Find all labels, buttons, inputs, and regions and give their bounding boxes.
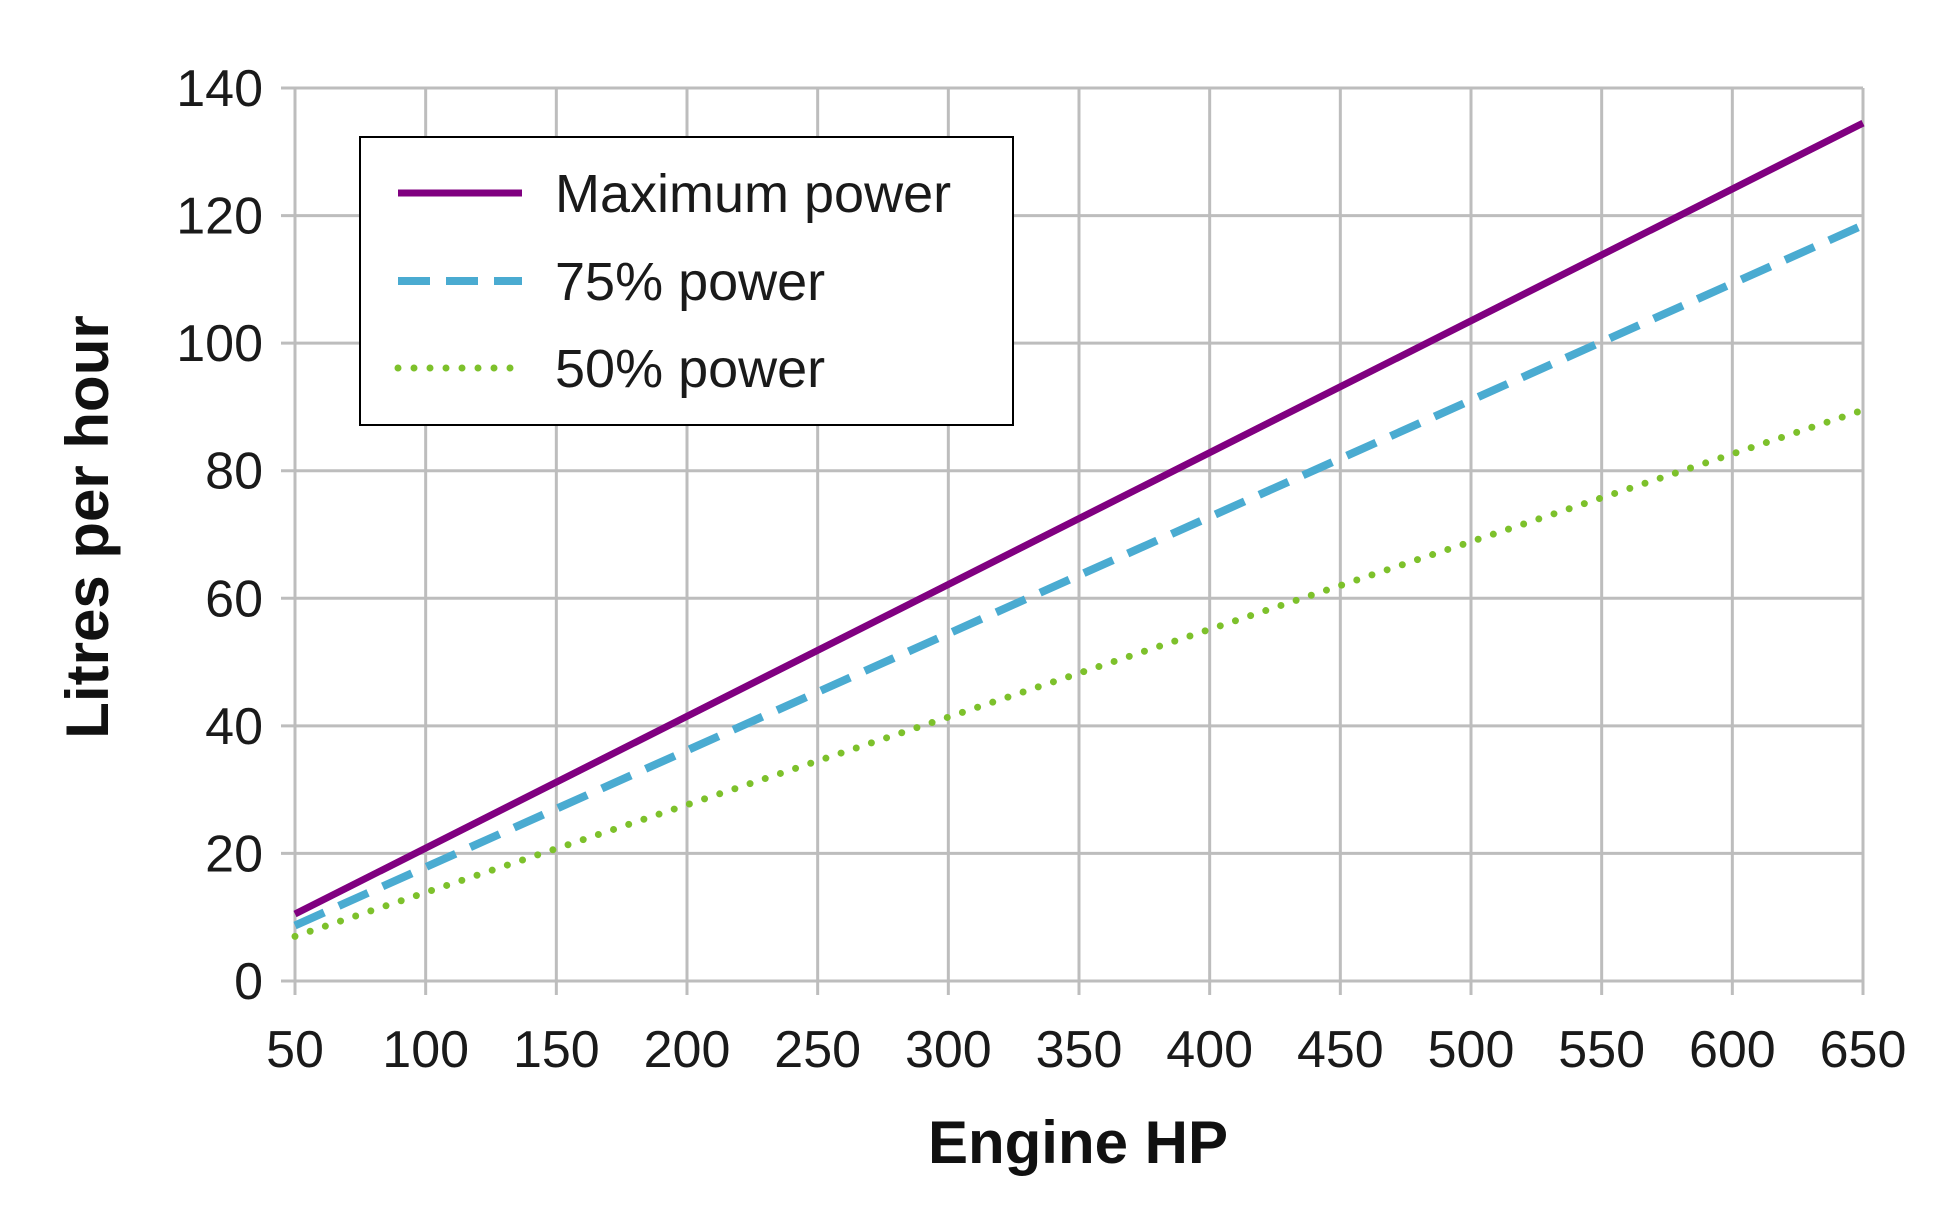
series-line-0 bbox=[293, 119, 1865, 918]
x-tick-labels: 50 100 150 200 250 300 350 400 450 500 550 600 650 bbox=[266, 1021, 1906, 1079]
x-tick-label: 100 bbox=[382, 1021, 469, 1079]
series-line-2 bbox=[291, 406, 1867, 940]
legend-label-75-power: 75% power bbox=[555, 252, 825, 312]
x-tick-label: 600 bbox=[1689, 1021, 1776, 1079]
x-tick-label: 250 bbox=[774, 1021, 861, 1079]
y-tick-label: 40 bbox=[205, 698, 263, 756]
y-axis-title: Litres per hour bbox=[54, 315, 121, 738]
y-tick-label: 60 bbox=[205, 570, 263, 628]
series-lines bbox=[291, 119, 1867, 940]
y-tick-label: 20 bbox=[205, 825, 263, 883]
legend-label-maximum-power: Maximum power bbox=[555, 164, 951, 224]
x-axis-title: Engine HP bbox=[928, 1109, 1228, 1176]
x-tick-label: 400 bbox=[1166, 1021, 1253, 1079]
x-tick-label: 150 bbox=[513, 1021, 600, 1079]
x-tick-label: 200 bbox=[644, 1021, 731, 1079]
y-tick-label: 80 bbox=[205, 443, 263, 501]
x-tick-label: 450 bbox=[1297, 1021, 1384, 1079]
y-tick-label: 120 bbox=[176, 188, 263, 246]
x-tick-label: 650 bbox=[1820, 1021, 1907, 1079]
y-tick-label: 100 bbox=[176, 315, 263, 373]
y-tick-label: 0 bbox=[234, 953, 263, 1011]
x-tick-label: 550 bbox=[1558, 1021, 1645, 1079]
legend: Maximum power 75% power 50% power bbox=[359, 136, 1014, 426]
x-tick-label: 500 bbox=[1428, 1021, 1515, 1079]
x-tick-label: 350 bbox=[1036, 1021, 1123, 1079]
y-tick-labels: 0 20 40 60 80 100 120 140 bbox=[176, 60, 263, 1011]
y-tick-label: 140 bbox=[176, 60, 263, 118]
x-tick-label: 50 bbox=[266, 1021, 324, 1079]
legend-label-50-power: 50% power bbox=[555, 339, 825, 399]
x-tick-label: 300 bbox=[905, 1021, 992, 1079]
